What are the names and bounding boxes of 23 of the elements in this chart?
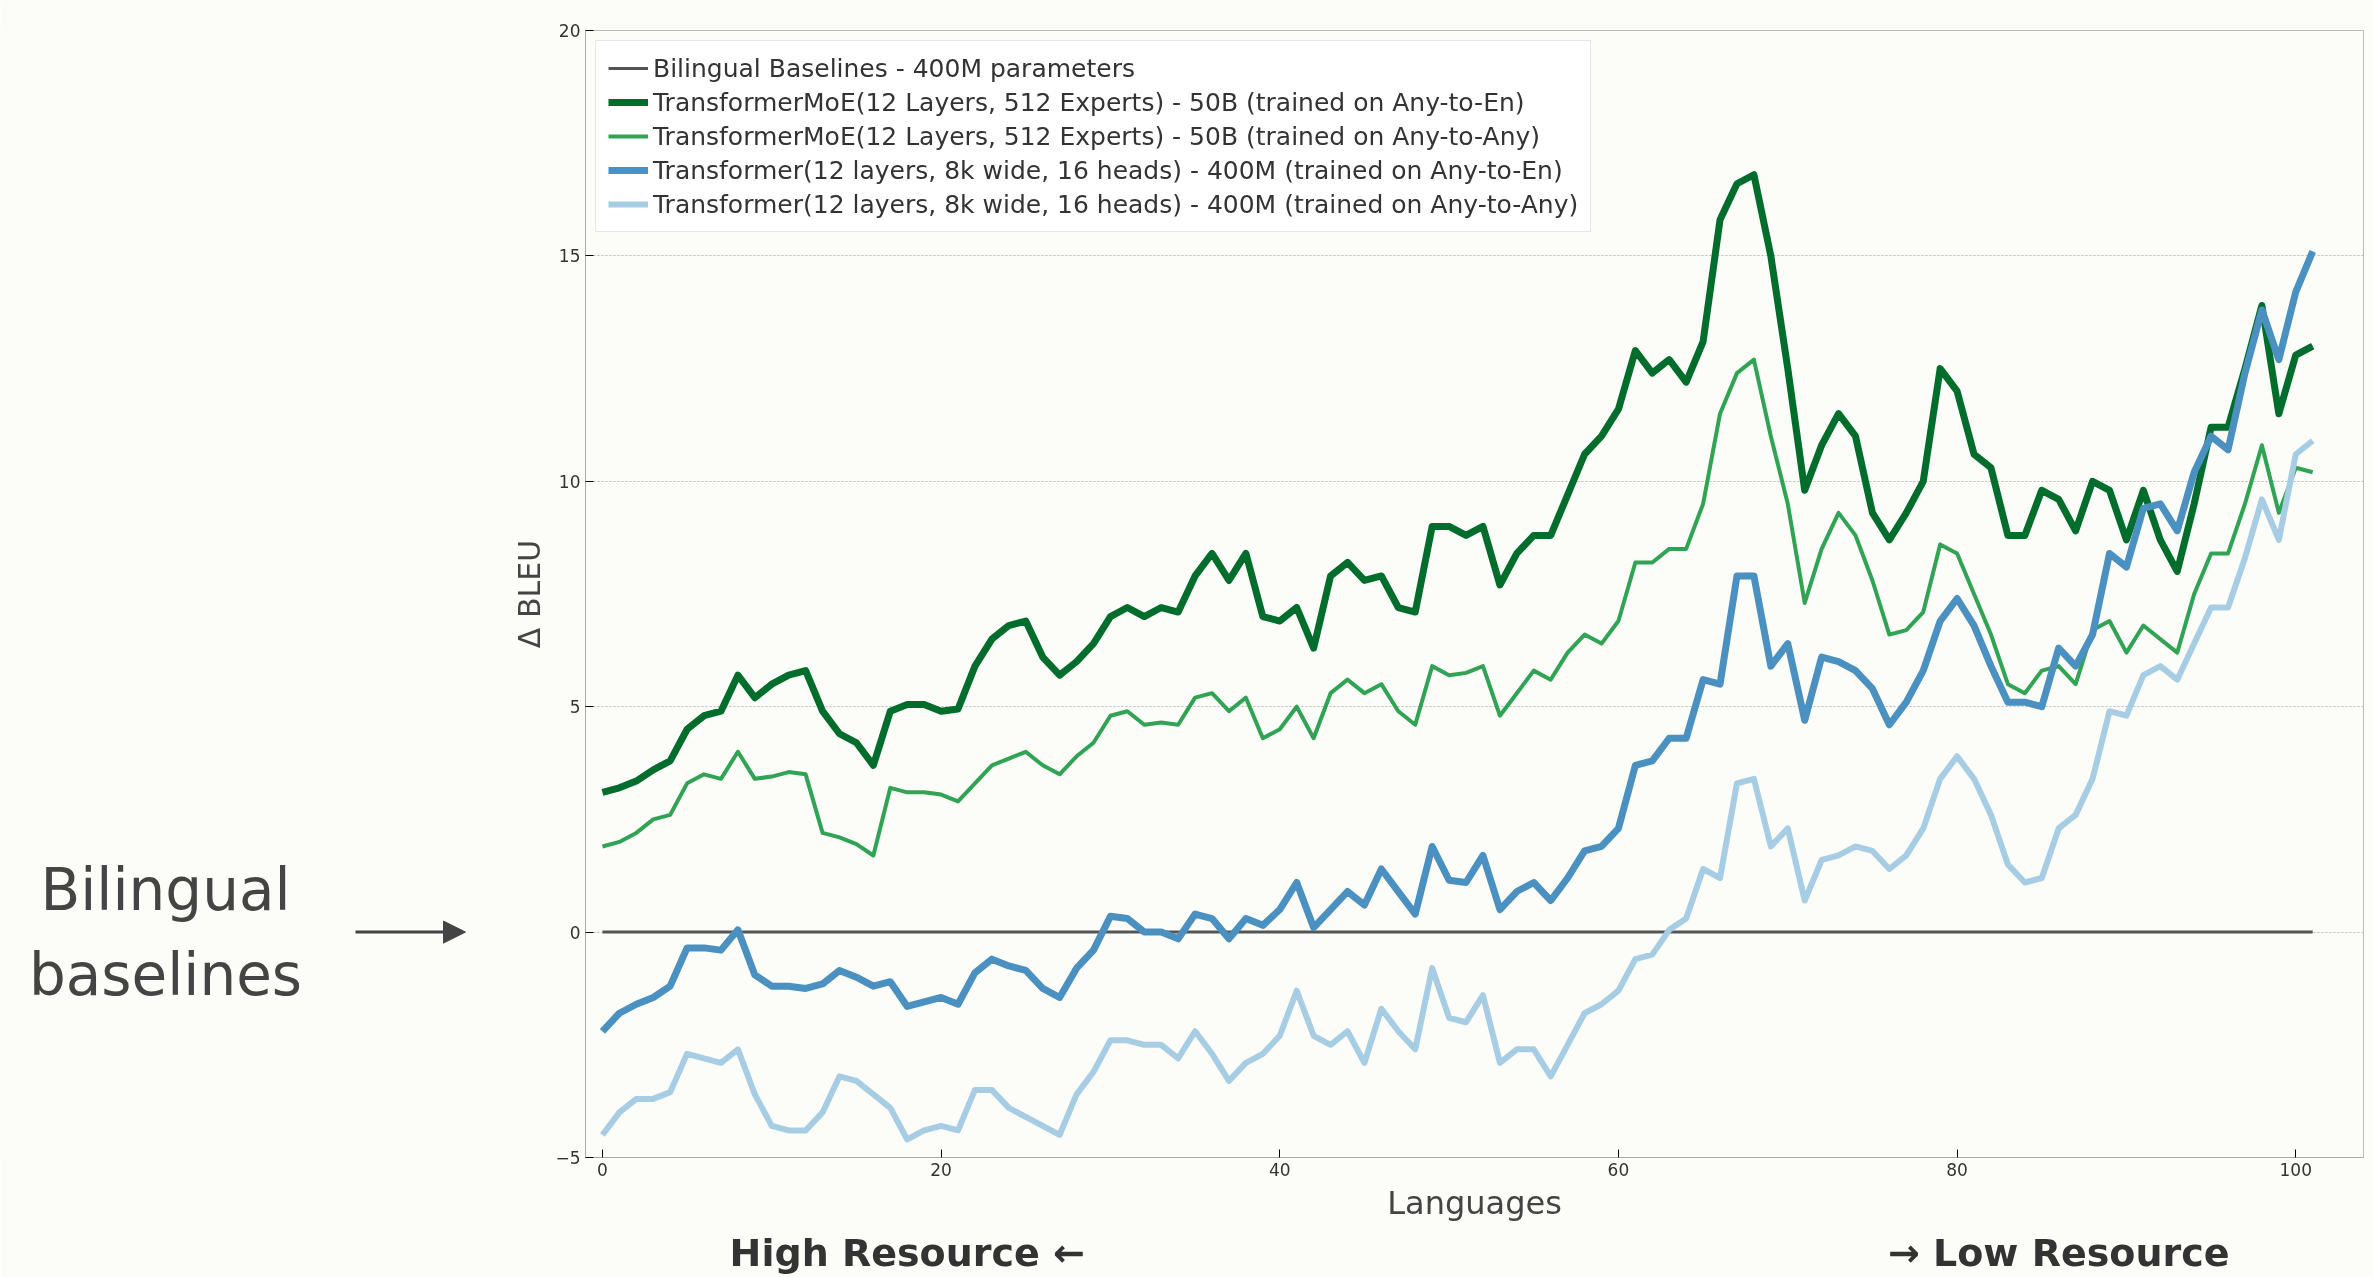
legend-label: Transformer(12 layers, 8k wide, 16 heads) - 400M (trained on Any-to-En) <box>653 155 1563 185</box>
legend-label: TransformerMoE(12 Layers, 512 Experts) - 50B (trained on Any-to-Any) <box>653 121 1541 151</box>
y-tick-label: 0 <box>569 922 581 943</box>
y-tick-label: 15 <box>558 246 581 267</box>
text: Bilingual baselines <box>28 855 303 1009</box>
legend-label: Bilingual Baselines - 400M parameters <box>653 53 1135 83</box>
x-tick-label: 0 <box>597 1159 608 1180</box>
x-tick-label: 40 <box>1268 1159 1291 1180</box>
text: High Resource ← <box>729 1230 1085 1275</box>
y-tick-label: 5 <box>569 697 581 718</box>
x-tick-label: 20 <box>930 1159 952 1180</box>
y-tick-label: 20 <box>558 21 581 41</box>
x-tick-label: 100 <box>2279 1159 2312 1180</box>
text: → Low Resource <box>1887 1230 2230 1275</box>
x-tick-label: 60 <box>1607 1159 1630 1180</box>
y-axis-title: Δ BLEU <box>512 539 548 649</box>
x-tick-label: 80 <box>1946 1159 1968 1180</box>
legend-label: Transformer(12 layers, 8k wide, 16 heads) - 400M (trained on Any-to-Any) <box>653 189 1579 219</box>
y-tick-label: 10 <box>558 471 581 492</box>
line-series <box>600 357 2315 858</box>
legend-label: TransformerMoE(12 Layers, 512 Experts) - 50B (trained on Any-to-En) <box>653 87 1525 117</box>
y-tick-label: −5 <box>555 1148 581 1168</box>
x-axis-title: Languages <box>1387 1183 1562 1222</box>
